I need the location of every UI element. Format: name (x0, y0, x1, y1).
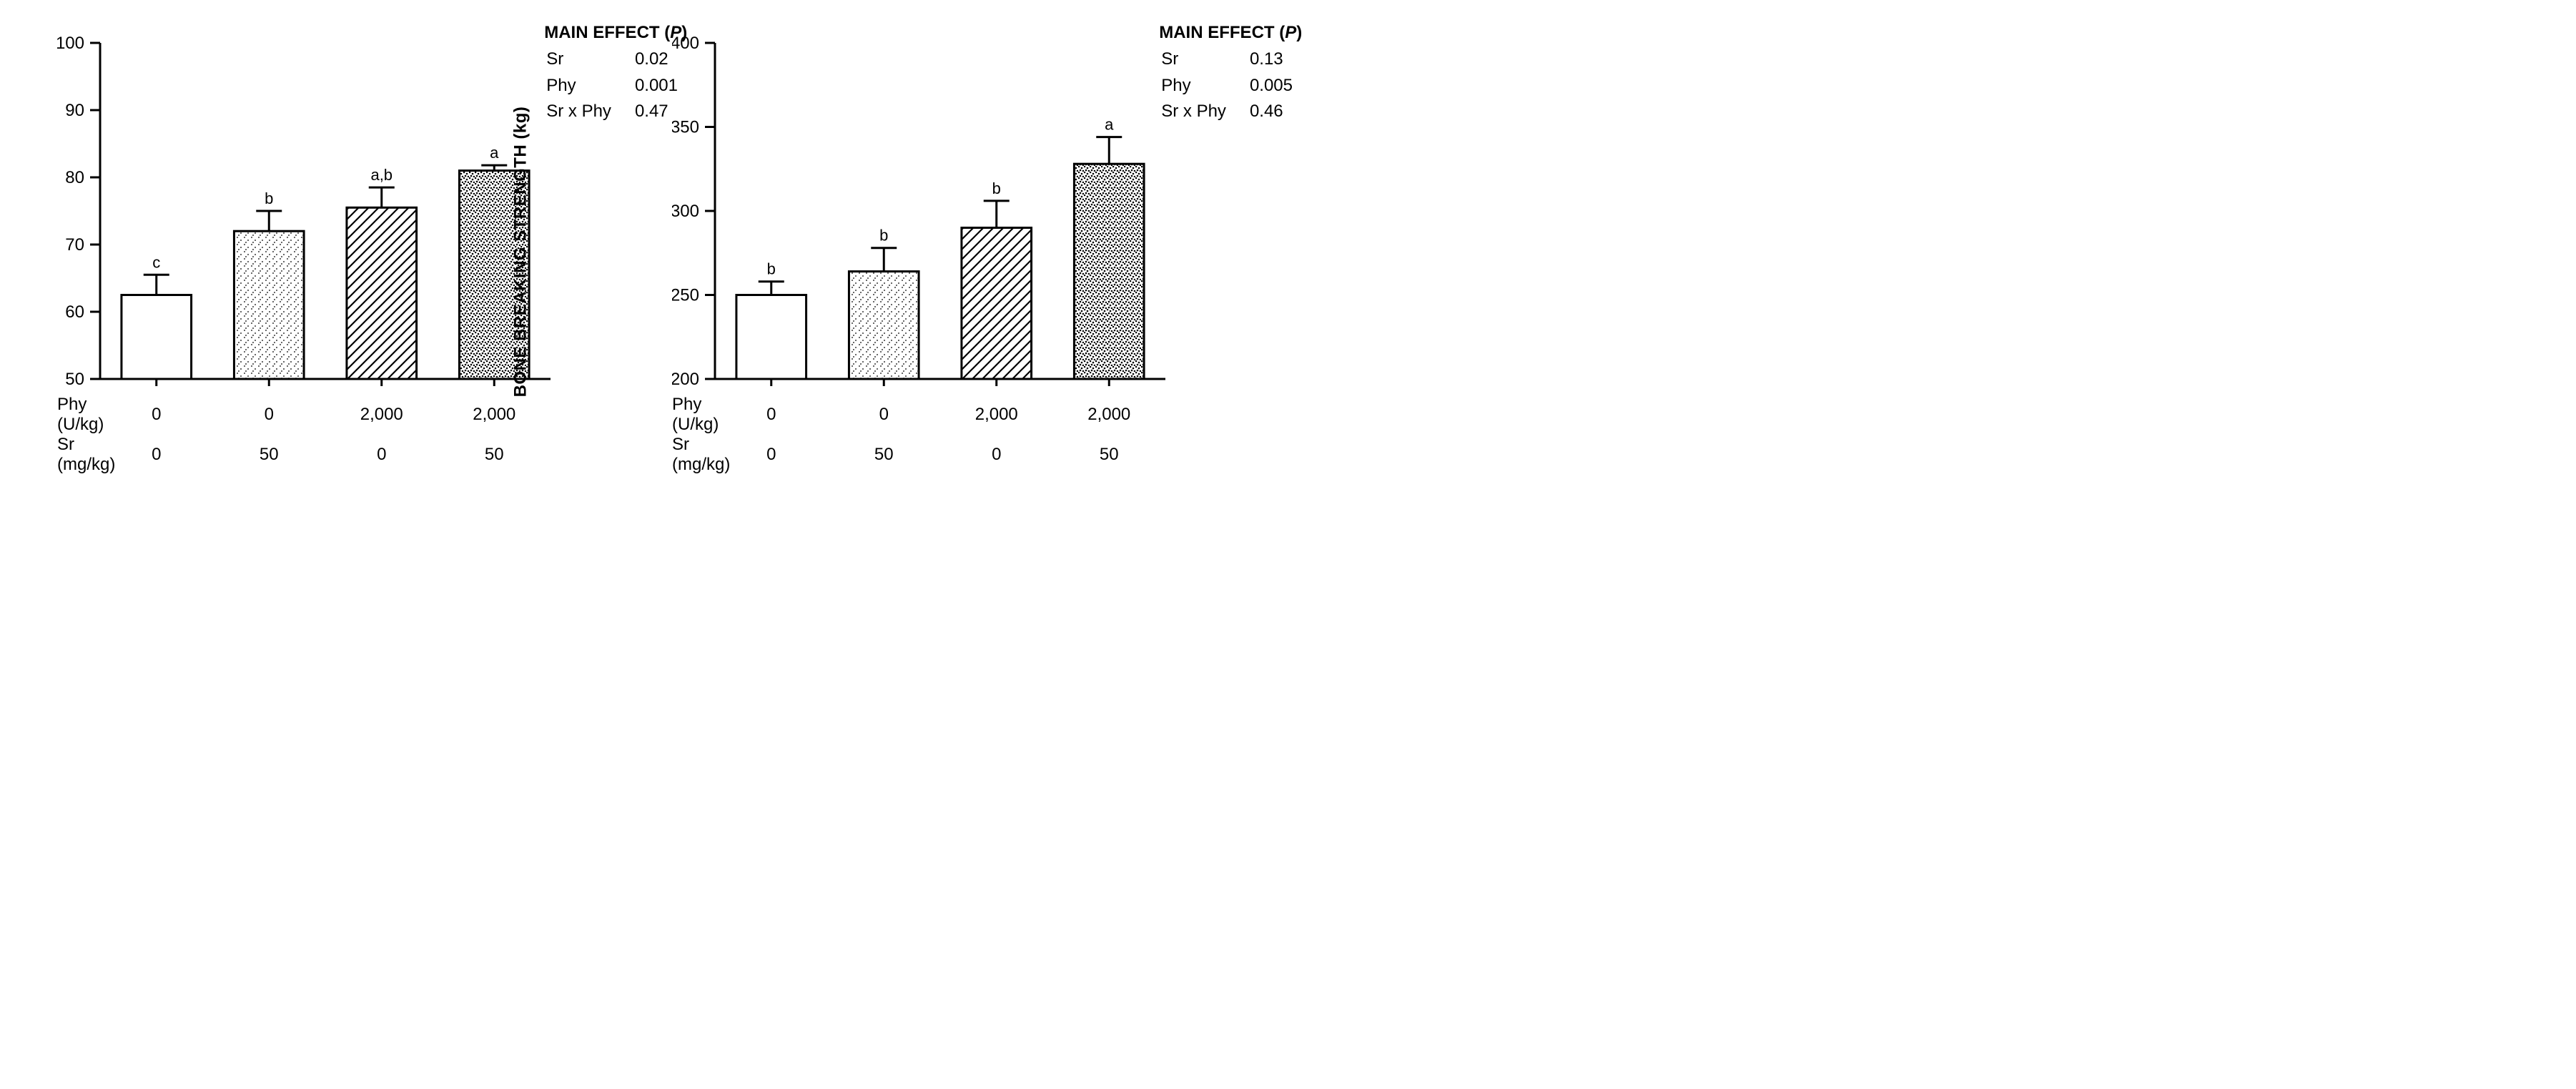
bar (736, 295, 806, 380)
x-row-header: Sr (mg/kg) (672, 435, 715, 475)
significance-label: a (490, 144, 499, 162)
y-tick-label: 300 (672, 202, 699, 221)
bar (234, 231, 304, 379)
y-tick-label: 70 (65, 235, 84, 255)
x-row-header: Phy (U/kg) (672, 395, 715, 435)
y-tick-label: 200 (672, 370, 699, 386)
x-row-value: 0 (213, 405, 326, 425)
main-effect-title: MAIN EFFECT ( (544, 23, 670, 42)
x-row-header: Phy (U/kg) (57, 395, 100, 435)
effect-row-label: Sr x Phy (546, 99, 633, 124)
bar (1074, 164, 1144, 379)
significance-label: b (767, 260, 776, 278)
x-row-value: 50 (438, 445, 551, 465)
x-row-value: 2,000 (940, 405, 1053, 425)
y-tick-label: 50 (65, 370, 84, 386)
bar (849, 272, 919, 379)
effect-row-label: Sr (546, 47, 633, 72)
effect-row-label: Phy (1160, 74, 1248, 98)
y-tick-label: 80 (65, 168, 84, 187)
main-effect-box: MAIN EFFECT (P)Sr0.13Phy0.005Sr x Phy0.4… (1159, 21, 1316, 126)
x-row-value: 0 (828, 405, 941, 425)
y-tick-label: 250 (672, 286, 699, 305)
x-row-value: 0 (715, 405, 828, 425)
x-row-value: 0 (940, 445, 1053, 465)
x-row-header: Sr (mg/kg) (57, 435, 100, 475)
x-row-value: 50 (1053, 445, 1166, 465)
x-row-value: 50 (828, 445, 941, 465)
effect-row-value: 0.005 (1249, 74, 1314, 98)
significance-label: b (265, 189, 273, 207)
y-tick-label: 90 (65, 101, 84, 120)
x-row-value: 0 (100, 445, 213, 465)
y-tick-label: 400 (672, 34, 699, 53)
x-row-value: 2,000 (325, 405, 438, 425)
effect-row-value: 0.13 (1249, 47, 1314, 72)
x-row-value: 50 (213, 445, 326, 465)
x-axis-rows: Phy (U/kg)002,0002,000Sr (mg/kg)050050 (57, 395, 558, 475)
bar (962, 228, 1032, 380)
y-tick-label: 60 (65, 302, 84, 322)
significance-label: b (992, 179, 1001, 197)
x-row-value: 2,000 (438, 405, 551, 425)
significance-label: c (152, 253, 160, 271)
chart-panel: BONE BREAKING STRENGTH (kg)MAIN EFFECT (… (57, 29, 558, 475)
x-row-value: 0 (100, 405, 213, 425)
bar (122, 295, 192, 380)
chart-panel: BONE BREAKING STRENGTH (kg)MAIN EFFECT (… (672, 29, 1173, 475)
x-row-value: 0 (325, 445, 438, 465)
y-tick-label: 100 (57, 34, 84, 53)
x-row-value: 0 (715, 445, 828, 465)
y-axis-label: BONE BREAKING STRENGTH (kg) (511, 107, 531, 398)
effect-row-value: 0.46 (1249, 99, 1314, 124)
y-tick-label: 350 (672, 118, 699, 137)
significance-label: a (1105, 116, 1114, 134)
main-effect-title: MAIN EFFECT ( (1159, 23, 1285, 42)
effect-row-label: Sr (1160, 47, 1248, 72)
significance-label: a,b (370, 166, 393, 184)
x-row-value: 2,000 (1053, 405, 1166, 425)
x-axis-rows: Phy (U/kg)002,0002,000Sr (mg/kg)050050 (672, 395, 1173, 475)
effect-row-label: Sr x Phy (1160, 99, 1248, 124)
effect-row-label: Phy (546, 74, 633, 98)
significance-label: b (879, 227, 888, 245)
bar (347, 207, 417, 379)
